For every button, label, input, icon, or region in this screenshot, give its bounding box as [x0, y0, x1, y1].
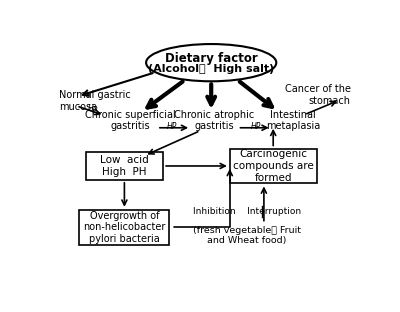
Text: (Alcohol，  High salt): (Alcohol， High salt) [148, 64, 274, 74]
Text: Inhibition    Interruption: Inhibition Interruption [193, 207, 301, 216]
Text: HP: HP [167, 122, 178, 131]
Text: Normal gastric
mucosa: Normal gastric mucosa [59, 90, 131, 112]
Text: Overgrowth of
non-helicobacter
pylori bacteria: Overgrowth of non-helicobacter pylori ba… [83, 211, 166, 244]
Text: Hp: Hp [88, 104, 98, 113]
Text: Dietary factor: Dietary factor [165, 52, 258, 65]
Text: Carcinogenic
compounds are
formed: Carcinogenic compounds are formed [233, 149, 314, 183]
Text: (fresh vegetable， Fruit
and Wheat food): (fresh vegetable， Fruit and Wheat food) [193, 226, 301, 245]
FancyBboxPatch shape [86, 152, 163, 180]
Text: Intestinal
metaplasia: Intestinal metaplasia [266, 110, 320, 131]
FancyBboxPatch shape [80, 210, 169, 245]
Text: Chronic atrophic
gastritis: Chronic atrophic gastritis [174, 110, 254, 131]
Text: Low  acid
High  PH: Low acid High PH [100, 155, 149, 177]
Text: Cancer of the
stomach: Cancer of the stomach [285, 84, 351, 106]
Text: Chronic superficial
gastritis: Chronic superficial gastritis [85, 110, 176, 131]
FancyBboxPatch shape [230, 149, 317, 183]
Text: HP: HP [251, 122, 261, 131]
